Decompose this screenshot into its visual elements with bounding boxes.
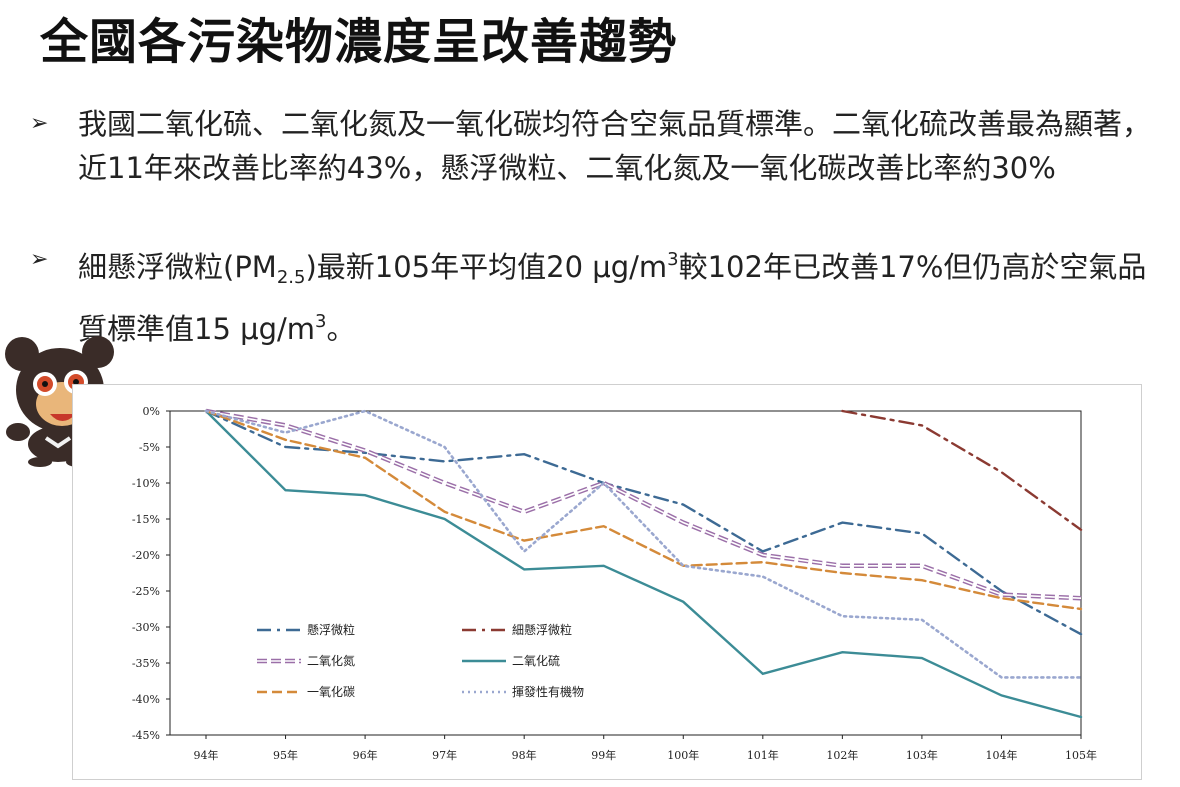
bullet-arrow-icon: ➢: [30, 247, 49, 272]
x-tick-label: 105年: [1065, 748, 1097, 762]
y-axis: 0% -5% -10% -15% -20% -25% -30% -35% -40% -45%: [132, 405, 170, 742]
legend-label: 二氧化氮: [307, 653, 355, 668]
y-tick-label: 0%: [143, 405, 160, 418]
y-tick-label: -5%: [139, 441, 160, 454]
series-line-inner-2: [205, 410, 1082, 599]
legend-label: 懸浮微粒: [307, 622, 355, 637]
series-line-0: [204, 409, 1083, 636]
series-line-1: [841, 409, 1083, 531]
legend-label: 二氧化硫: [512, 653, 560, 668]
y-tick-label: -30%: [132, 621, 160, 634]
line-chart: 0% -5% -10% -15% -20% -25% -30% -35% -40% -45% 94…: [132, 405, 1097, 762]
y-tick-label: -20%: [132, 549, 160, 562]
x-tick-label: 104年: [985, 748, 1017, 762]
x-tick-label: 99年: [591, 748, 616, 762]
legend-label: 一氧化碳: [307, 685, 355, 699]
series-line-4: [204, 409, 1083, 611]
x-tick-label: 94年: [194, 748, 219, 762]
x-tick-label: 95年: [273, 748, 298, 762]
x-tick-label: 96年: [353, 748, 378, 762]
x-tick-label: 103年: [906, 748, 938, 762]
plot-area: [169, 410, 1082, 736]
x-tick-label: 101年: [747, 748, 779, 762]
y-tick-label: -45%: [132, 729, 160, 742]
y-tick-label: -40%: [132, 693, 160, 706]
x-tick-label: 97年: [432, 748, 457, 762]
chart-container: 0% -5% -10% -15% -20% -25% -30% -35% -40% -45% 94…: [72, 384, 1142, 780]
bullet-arrow-icon: ➢: [30, 111, 49, 136]
x-tick-label: 100年: [667, 748, 699, 762]
bullet-2-text: 細懸浮微粒(PM2.5)最新105年平均值20 μg/m3較102年已改善17%…: [78, 249, 1147, 346]
bear-mascot-icon: [5, 336, 116, 467]
legend-label: 揮發性有機物: [512, 684, 584, 699]
series-lines: [204, 408, 1083, 719]
series-line-3: [204, 409, 1083, 719]
y-tick-label: -15%: [132, 513, 160, 526]
legend-label: 細懸浮微粒: [512, 622, 572, 637]
series-line-2: [205, 408, 1082, 601]
y-tick-label: -25%: [132, 585, 160, 598]
y-tick-label: -35%: [132, 657, 160, 670]
series-line-5: [204, 409, 1083, 679]
x-tick-label: 102年: [826, 748, 858, 762]
bullet-1-text: 我國二氧化硫、二氧化氮及一氧化碳均符合空氣品質標準。二氧化硫改善最為顯著，近11…: [78, 107, 1152, 185]
y-tick-label: -10%: [132, 477, 160, 490]
x-tick-label: 98年: [512, 748, 537, 762]
slide-title: 全國各污染物濃度呈改善趨勢: [40, 14, 678, 70]
x-axis: 94年 95年 96年 97年 98年 99年 100年 101年 102年 103年 104年 10…: [194, 735, 1097, 762]
